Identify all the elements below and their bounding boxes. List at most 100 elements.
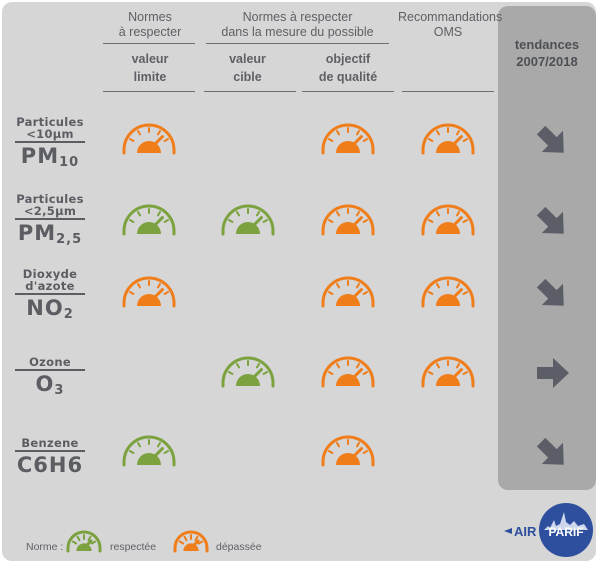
gauge-arc	[122, 276, 176, 308]
gauge-tick	[356, 210, 360, 217]
pollutant-symbol-main: NO	[26, 296, 64, 320]
gauge-tick	[178, 540, 185, 545]
gauge-tick	[137, 441, 141, 448]
gauge-tick	[336, 129, 340, 136]
header-norms-required-line1: Normes	[128, 10, 172, 24]
gauge-tick	[183, 535, 188, 542]
pollutant-label-c6h6: Benzene C6H6	[6, 437, 94, 483]
gauge-tick	[163, 450, 170, 454]
gauge-needle	[246, 216, 263, 233]
pollutant-divider	[15, 141, 85, 143]
gauge-arc	[421, 123, 475, 155]
gauge-icon-exceeded	[321, 435, 375, 467]
gauge-tick	[90, 540, 97, 545]
pollutant-label-no2: Dioxyde d'azote NO2	[6, 268, 94, 326]
header-norms-required: Normes à respecter	[100, 10, 200, 40]
gauge-tick	[157, 210, 161, 217]
subheader-valeur-cible: valeur cible	[200, 50, 295, 86]
gauge-icon-respected	[221, 356, 275, 388]
subheader-valeur-limite: valeur limite	[100, 50, 200, 86]
gauge-arc	[421, 204, 475, 236]
gauge-needle	[346, 216, 363, 233]
subheader-rule-cible	[204, 91, 296, 92]
gauge-needle	[346, 288, 363, 305]
trend-arrow-shape	[536, 125, 564, 153]
gauge-needle	[346, 447, 363, 464]
gauge-arc	[321, 276, 375, 308]
gauge-tick	[356, 362, 360, 369]
gauge-tick	[262, 371, 269, 375]
gauge-needle	[346, 135, 363, 152]
gauge-tick	[462, 219, 469, 223]
airparif-logo: AIR PARIF	[504, 503, 593, 557]
header-norms-possible-line2: dans la mesure du possible	[221, 25, 374, 39]
gauge-tick	[157, 282, 161, 289]
gauge-icon-respected	[122, 435, 176, 467]
subheader-rule-limite	[103, 91, 195, 92]
gauge-arc	[173, 530, 209, 553]
pollutant-symbol: PM10	[6, 145, 94, 174]
gauge-tick	[236, 362, 240, 369]
gauge-needle	[446, 135, 463, 152]
gauge-needle	[189, 539, 200, 550]
gauge-tick	[427, 371, 434, 375]
gauge-tick	[456, 282, 460, 289]
gauge-tick	[336, 441, 340, 448]
pollutant-symbol: O3	[6, 373, 94, 402]
subheader-rule-oms	[402, 91, 494, 92]
subheader-objectif: objectif de qualité	[298, 50, 398, 86]
gauge-tick	[462, 291, 469, 295]
gauge-tick	[427, 291, 434, 295]
pollutant-symbol-main: O	[35, 372, 55, 396]
gauge-needle	[147, 447, 164, 464]
gauge-tick	[327, 291, 334, 295]
subheader-objectif-line1: objectif	[325, 52, 371, 66]
gauge-needle	[147, 288, 164, 305]
gauge-tick	[194, 535, 199, 542]
gauge-tick	[327, 138, 334, 142]
gauge-icon-exceeded	[421, 356, 475, 388]
pollutant-symbol: C6H6	[6, 454, 94, 483]
gauge-tick	[427, 219, 434, 223]
legend-gauge-exceeded-icon	[173, 530, 209, 553]
gauge-arc	[122, 123, 176, 155]
gauge-arc	[421, 276, 475, 308]
gauge-arc	[321, 435, 375, 467]
header-trend-line1: tendances	[514, 37, 580, 52]
gauge-tick	[356, 441, 360, 448]
pollutant-symbol-sub: 2,5	[56, 232, 83, 247]
gauge-tick	[163, 219, 170, 223]
header-norms-possible: Normes à respecter dans la mesure du pos…	[205, 10, 390, 40]
gauge-needle	[446, 216, 463, 233]
gauge-icon-exceeded	[321, 123, 375, 155]
pollutant-name-line1: Benzene	[21, 436, 79, 450]
trend-arrow-shape	[536, 437, 564, 465]
gauge-tick	[436, 129, 440, 136]
pollutant-divider	[15, 293, 85, 295]
gauge-tick	[436, 210, 440, 217]
trend-arrow-down-right-icon	[536, 437, 564, 465]
gauge-tick	[157, 129, 161, 136]
gauge-icon-exceeded	[421, 204, 475, 236]
chart-background	[2, 2, 596, 561]
gauge-needle	[446, 368, 463, 385]
trend-arrow-shape	[537, 358, 569, 388]
gauge-needle	[446, 288, 463, 305]
gauge-arc	[122, 435, 176, 467]
gauge-icon-exceeded	[321, 356, 375, 388]
gauge-tick	[327, 450, 334, 454]
arrow-right-icon	[504, 528, 512, 534]
gauge-tick	[336, 210, 340, 217]
pollutant-divider	[15, 450, 85, 452]
pollutant-symbol-main: PM	[17, 221, 57, 245]
subheader-valeur-cible-line2: cible	[233, 70, 262, 84]
gauge-tick	[128, 291, 135, 295]
gauge-tick	[436, 362, 440, 369]
logo-parif-text: PARIF	[548, 525, 583, 539]
gauge-needle	[147, 135, 164, 152]
pollutant-divider	[15, 218, 85, 220]
gauge-tick	[197, 540, 204, 545]
